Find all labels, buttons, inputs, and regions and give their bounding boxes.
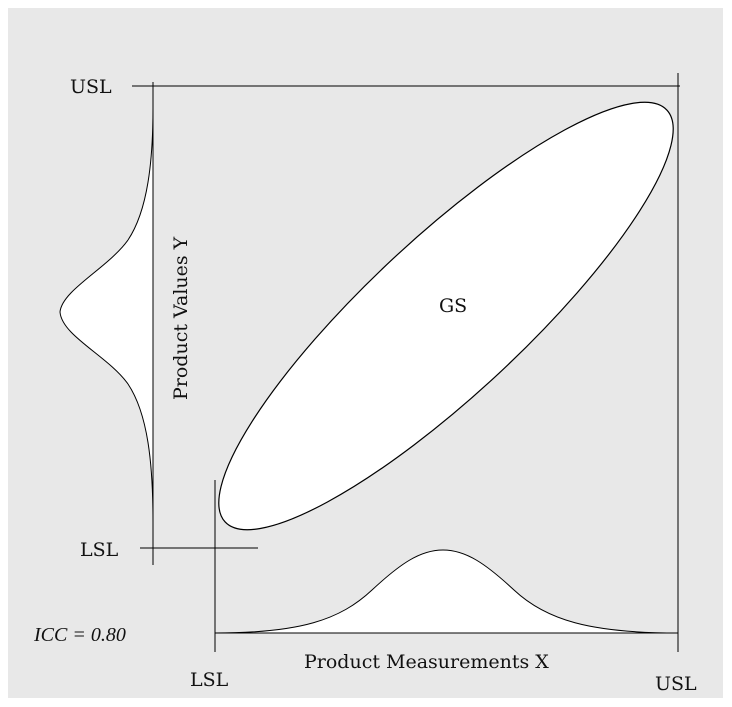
y-distribution-curve	[59, 107, 154, 523]
lsl-left-label: LSL	[80, 539, 119, 561]
ellipse-label: GS	[439, 295, 467, 317]
usl-left-label: USL	[70, 76, 112, 98]
x-distribution-curve	[214, 549, 679, 634]
y-axis-title: Product Values Y	[170, 236, 192, 400]
icc-label: ICC = 0.80	[33, 624, 126, 646]
x-axis-title: Product Measurements X	[304, 651, 549, 673]
lsl-bottom-label: LSL	[190, 669, 229, 691]
usl-bottom-label: USL	[655, 673, 697, 695]
gs-ellipse	[218, 101, 674, 531]
